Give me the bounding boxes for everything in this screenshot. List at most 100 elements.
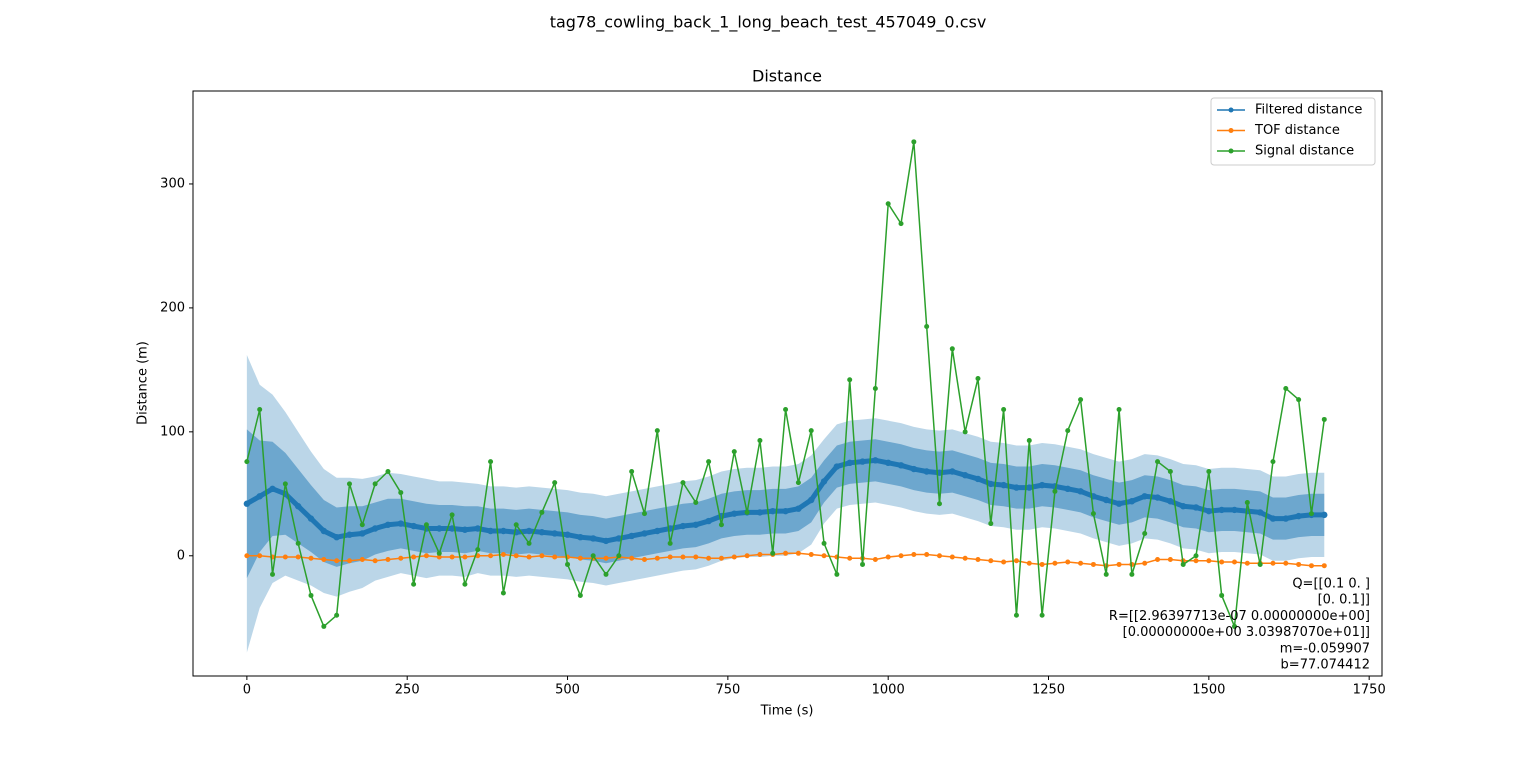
point: [603, 571, 609, 577]
point: [821, 553, 827, 559]
point: [565, 561, 571, 567]
point: [1000, 481, 1007, 489]
point: [295, 554, 301, 560]
point: [846, 459, 853, 467]
x-tick-label: 1000: [872, 683, 905, 698]
point: [398, 490, 404, 496]
point: [987, 480, 994, 488]
point: [629, 555, 635, 561]
axes-frame: [192, 90, 1383, 677]
point: [1103, 496, 1110, 504]
annotation-line: [0. 0.1]]: [1318, 593, 1370, 608]
point: [1116, 561, 1122, 567]
point: [936, 501, 942, 507]
x-tick-label: 1500: [1192, 683, 1225, 698]
point: [577, 555, 583, 561]
point: [513, 522, 519, 528]
point: [885, 201, 891, 207]
point: [641, 511, 647, 517]
point: [1179, 503, 1187, 510]
annotation-line: m=-0.059907: [1280, 641, 1370, 656]
point: [1270, 459, 1276, 465]
point: [962, 429, 968, 435]
point: [833, 463, 841, 470]
point: [988, 558, 994, 564]
legend-label: TOF distance: [1254, 123, 1340, 138]
point: [294, 503, 302, 510]
point: [1115, 500, 1123, 507]
legend-marker: [1228, 107, 1234, 113]
point: [1257, 561, 1263, 567]
point: [423, 522, 429, 528]
point: [821, 540, 827, 546]
point: [757, 438, 763, 444]
point: [307, 515, 315, 522]
legend-label: Filtered distance: [1255, 103, 1362, 118]
point: [436, 550, 442, 556]
point: [1282, 515, 1290, 522]
point: [859, 458, 866, 465]
x-tick-label: 250: [395, 683, 420, 698]
point: [410, 522, 417, 530]
x-axis-label: Time (s): [760, 704, 814, 719]
point: [898, 553, 904, 559]
point: [756, 509, 764, 516]
point: [1244, 499, 1250, 505]
point: [961, 472, 969, 479]
point: [847, 377, 853, 383]
point: [1219, 592, 1225, 598]
point: [834, 571, 840, 577]
point: [1269, 515, 1277, 522]
legend-label: Signal distance: [1255, 144, 1354, 159]
point: [1167, 468, 1173, 474]
point: [641, 556, 647, 562]
point: [1270, 560, 1276, 566]
point: [884, 459, 892, 467]
point: [872, 385, 878, 391]
point: [1103, 571, 1109, 577]
point: [589, 535, 597, 542]
point: [705, 517, 712, 525]
x-tick-label: 1250: [1032, 683, 1065, 698]
point: [1206, 468, 1212, 474]
point: [1142, 530, 1148, 536]
annotation: Q=[[0.1 0. ][0. 0.1]]R=[[2.96397713e-07 …: [1109, 577, 1370, 673]
point: [1321, 563, 1327, 569]
point: [949, 346, 955, 352]
point: [1090, 511, 1096, 517]
point: [423, 553, 429, 559]
point: [500, 527, 507, 535]
point: [924, 552, 930, 558]
point: [949, 554, 955, 560]
point: [1077, 488, 1084, 495]
x-tick-label: 1750: [1353, 683, 1386, 698]
point: [1026, 484, 1033, 491]
point: [1039, 561, 1045, 567]
point: [256, 493, 263, 500]
point: [436, 525, 443, 532]
point: [1065, 559, 1071, 565]
point: [615, 535, 623, 542]
point: [539, 509, 545, 515]
x-tick-label: 0: [243, 683, 251, 698]
point: [783, 550, 789, 556]
point: [693, 554, 699, 560]
point: [257, 553, 263, 559]
point: [616, 553, 622, 559]
point: [1078, 560, 1084, 566]
point: [1026, 438, 1032, 444]
point: [474, 525, 481, 532]
point: [243, 500, 251, 507]
point: [590, 553, 596, 559]
point: [936, 553, 942, 559]
x-tick-label: 750: [715, 683, 740, 698]
point: [769, 507, 776, 515]
y-tick-label: 300: [160, 176, 185, 191]
point: [526, 540, 532, 546]
point: [397, 520, 404, 527]
point: [1308, 563, 1314, 569]
point: [1039, 612, 1045, 618]
point: [808, 428, 814, 434]
point: [398, 555, 404, 561]
point: [679, 522, 687, 530]
